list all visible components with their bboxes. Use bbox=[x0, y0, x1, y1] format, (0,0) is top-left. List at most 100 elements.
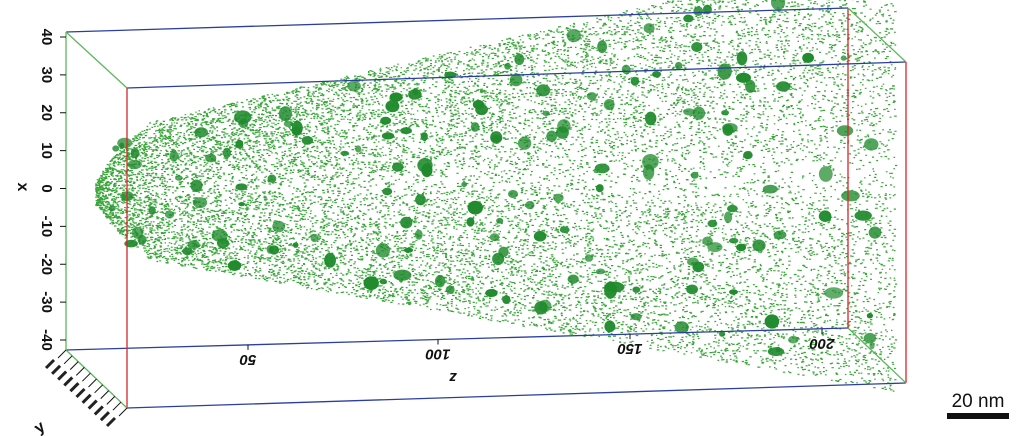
precipitate bbox=[470, 122, 480, 132]
precipitate bbox=[222, 147, 231, 159]
precipitate bbox=[536, 84, 551, 97]
precipitate bbox=[517, 136, 532, 150]
precipitate bbox=[645, 111, 657, 126]
precipitate bbox=[775, 346, 781, 353]
precipitate bbox=[301, 136, 314, 145]
y-tick-glyph bbox=[93, 405, 104, 416]
precipitate bbox=[278, 106, 292, 122]
precipitate bbox=[690, 171, 699, 179]
precipitate bbox=[840, 55, 847, 61]
precipitate bbox=[722, 124, 734, 136]
y-tick-mark bbox=[106, 396, 116, 405]
precipitate bbox=[127, 159, 142, 170]
precipitate bbox=[392, 162, 404, 172]
z-tick-label: 150 bbox=[617, 340, 643, 357]
x-tick-label: 10 bbox=[38, 142, 55, 159]
precipitate bbox=[863, 332, 877, 344]
precipitate bbox=[736, 51, 748, 66]
precipitate bbox=[393, 269, 412, 281]
y-tick-mark bbox=[100, 390, 110, 399]
precipitate bbox=[272, 220, 286, 233]
precipitate bbox=[533, 230, 547, 242]
precipitate bbox=[866, 313, 874, 319]
precipitate bbox=[347, 80, 361, 92]
precipitate bbox=[630, 313, 642, 321]
precipitate bbox=[119, 142, 125, 150]
precipitate bbox=[652, 71, 662, 78]
precipitate bbox=[485, 289, 498, 297]
precipitate bbox=[414, 229, 423, 240]
precipitate bbox=[586, 92, 597, 101]
precipitate bbox=[420, 132, 428, 141]
y-tick-mark bbox=[75, 367, 85, 376]
precipitate bbox=[802, 52, 814, 64]
precipitate bbox=[788, 335, 799, 344]
precipitate bbox=[595, 268, 606, 275]
precipitate bbox=[686, 284, 698, 295]
precipitate bbox=[194, 127, 208, 138]
precipitate bbox=[164, 210, 175, 219]
precipitate bbox=[553, 193, 564, 202]
precipitate bbox=[130, 148, 140, 159]
x-tick-label: 40 bbox=[38, 29, 55, 46]
precipitate bbox=[283, 120, 294, 128]
precipitate bbox=[729, 289, 738, 295]
scale-bar-line bbox=[947, 413, 1009, 419]
precipitate bbox=[375, 243, 390, 258]
x-tick-label: 20 bbox=[38, 104, 55, 121]
precipitate bbox=[566, 28, 581, 43]
precipitate bbox=[381, 132, 395, 140]
precipitate bbox=[762, 184, 778, 194]
precipitate bbox=[674, 61, 683, 70]
precipitate bbox=[190, 179, 203, 193]
y-tick-glyph bbox=[63, 376, 74, 387]
z-tick-label: 50 bbox=[239, 351, 256, 368]
precipitate bbox=[238, 202, 246, 207]
precipitate bbox=[674, 321, 689, 334]
precipitate bbox=[864, 138, 879, 151]
precipitate bbox=[724, 211, 733, 224]
box-edge-back-top bbox=[65, 7, 849, 33]
precipitate bbox=[594, 163, 610, 174]
precipitate bbox=[193, 197, 208, 209]
scale-bar-label: 20 nm bbox=[952, 391, 1005, 412]
precipitate bbox=[771, 0, 786, 11]
y-tick-mark bbox=[63, 355, 73, 365]
precipitate bbox=[597, 40, 608, 54]
precipitate bbox=[504, 63, 511, 70]
precipitate bbox=[632, 286, 641, 293]
precipitate bbox=[467, 200, 483, 215]
precipitate bbox=[400, 216, 413, 229]
precipitate bbox=[489, 233, 500, 242]
y-tick-glyph bbox=[99, 411, 110, 422]
precipitate bbox=[702, 236, 713, 246]
precipitate bbox=[743, 151, 753, 160]
precipitate bbox=[235, 183, 248, 191]
y-tick-mark bbox=[82, 372, 91, 382]
precipitate bbox=[567, 274, 579, 284]
precipitate bbox=[379, 278, 387, 285]
y-tick-glyph bbox=[75, 387, 86, 399]
z-axis-label: z bbox=[449, 369, 458, 386]
precipitate-clusters bbox=[109, 0, 882, 357]
box-edge-depth-tl bbox=[65, 31, 128, 89]
precipitate bbox=[717, 63, 732, 80]
precipitate bbox=[546, 130, 557, 142]
precipitate bbox=[729, 237, 739, 244]
box-edge-front-top bbox=[126, 61, 907, 89]
precipitate bbox=[400, 127, 412, 135]
precipitate bbox=[692, 261, 705, 273]
precipitate bbox=[736, 243, 747, 252]
z-axis-ticks: 50 100 150 200 bbox=[239, 328, 836, 368]
precipitate bbox=[324, 252, 336, 268]
precipitate bbox=[355, 145, 362, 153]
precipitate bbox=[292, 242, 299, 248]
box-edge-back-bottom bbox=[65, 327, 849, 351]
x-tick-label: 0 bbox=[38, 184, 55, 192]
precipitate bbox=[776, 81, 791, 92]
precipitate bbox=[112, 145, 120, 152]
x-tick-label: -40 bbox=[38, 329, 55, 351]
precipitate bbox=[496, 217, 504, 224]
precipitate bbox=[124, 239, 138, 248]
x-tick-label: -20 bbox=[38, 253, 55, 275]
